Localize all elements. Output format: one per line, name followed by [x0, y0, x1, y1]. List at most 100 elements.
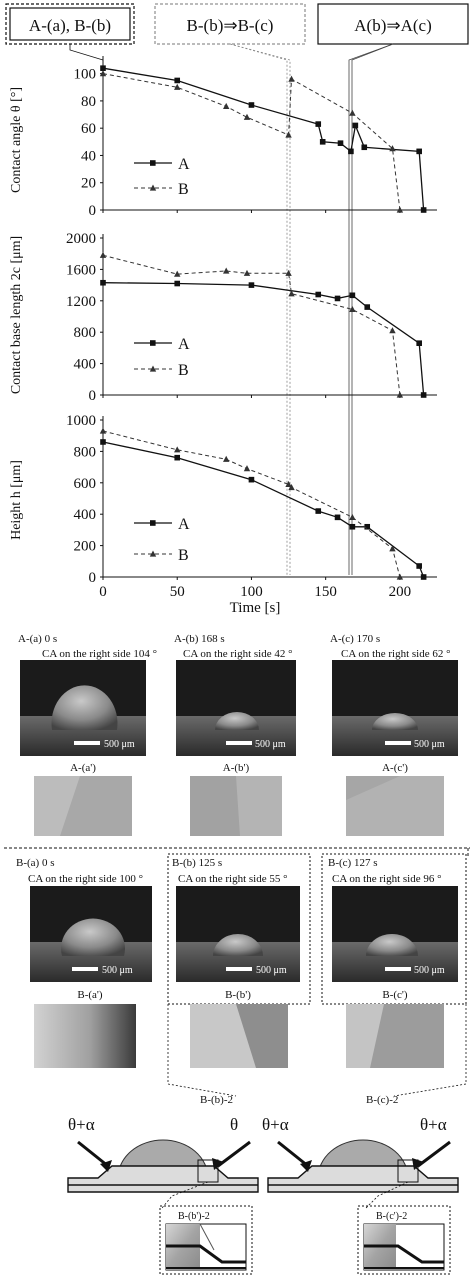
legend-label-B: B: [178, 181, 189, 198]
data-point-A: [315, 291, 322, 298]
x-tick-label: 0: [99, 584, 107, 600]
legend-label-B: B: [178, 362, 189, 379]
data-point-B: [285, 480, 292, 487]
scale-bar-label: 500 μm: [104, 739, 135, 750]
series-line-A: [102, 441, 425, 578]
y-tick-label: 0: [89, 203, 97, 219]
photo-b-a: B-(a) 0 s CA on the right side 100 ° 500…: [16, 857, 152, 1068]
photo-sub-label: A-(b'): [223, 762, 250, 774]
data-point-A: [100, 279, 106, 286]
x-tick-label: 150: [314, 584, 337, 600]
legend-marker-A: [150, 340, 156, 346]
photo-a-b: A-(b) 168 s CA on the right side 42 ° 50…: [174, 633, 296, 836]
y-tick-label: 60: [81, 121, 96, 137]
legend-label-A: A: [178, 156, 190, 173]
data-point-A: [361, 144, 368, 151]
y-tick-label: 80: [81, 94, 96, 110]
data-point-B: [389, 545, 396, 552]
data-point-B: [396, 391, 404, 398]
data-point-A: [174, 454, 181, 461]
data-point-B: [243, 269, 251, 276]
photo-label: A-(b) 168 s: [174, 633, 225, 645]
legend-marker-B: [149, 550, 157, 557]
schematic-title: B-(c)-2: [366, 1094, 398, 1106]
legend-marker-A: [150, 520, 156, 526]
y-tick-label: 1000: [66, 413, 96, 429]
data-point-B: [99, 70, 107, 77]
data-point-A: [352, 122, 359, 129]
legend-label-A: A: [178, 336, 190, 353]
height-chart: 0 200 400 600 800 1000 0 50 100 150 200 AB: [66, 413, 437, 600]
data-point-A: [337, 140, 344, 146]
inset-label: B-(b')-2: [178, 1211, 210, 1222]
data-point-A: [248, 282, 255, 288]
photo-label: A-(c) 170 s: [330, 633, 380, 645]
data-point-A: [349, 292, 356, 299]
series-line-B: [102, 73, 401, 211]
schematic-right-angle: θ+α: [420, 1115, 447, 1134]
data-point-B: [285, 269, 292, 276]
data-point-B: [285, 131, 292, 138]
data-point-B: [349, 305, 356, 313]
y-tick-label: 100: [74, 67, 97, 83]
schematic-left-angle: θ+α: [262, 1115, 289, 1134]
photo-label: B-(a) 0 s: [16, 857, 55, 869]
scale-bar-label: 500 μm: [414, 739, 445, 750]
data-point-B: [174, 270, 181, 277]
contact-angle-chart: 0 20 40 60 80 100 AB: [74, 56, 437, 219]
data-point-B: [396, 573, 404, 580]
photo-sub-label: A-(c'): [382, 762, 408, 774]
data-point-A: [420, 207, 427, 213]
photo-ca: CA on the right side 62 °: [341, 648, 451, 660]
data-point-A: [420, 392, 427, 398]
photo-b-c: B-(c) 127 s CA on the right side 96 ° 50…: [328, 857, 458, 1068]
series-line-A: [102, 282, 425, 396]
data-point-B: [243, 465, 251, 472]
photo-label: B-(c) 127 s: [328, 857, 378, 869]
data-point-B: [223, 102, 230, 109]
photo-ca: CA on the right side 55 °: [178, 873, 288, 885]
y-tick-label: 400: [74, 357, 97, 373]
legend-marker-A: [150, 160, 156, 166]
data-point-A: [416, 563, 422, 569]
xlabel-time: Time [s]: [230, 600, 281, 616]
data-point-A: [100, 439, 106, 445]
photo-ca: CA on the right side 104 °: [42, 648, 157, 660]
header-box-1: A-(a), B-(b): [29, 16, 111, 35]
data-point-A: [248, 476, 255, 483]
ylabel-contact-angle: Contact angle θ [°]: [9, 87, 24, 193]
data-point-A: [334, 514, 341, 521]
data-point-B: [349, 513, 356, 520]
scale-bar-label: 500 μm: [255, 739, 286, 750]
data-point-A: [416, 148, 422, 155]
photo-b-b: B-(b) 125 s CA on the right side 55 ° 50…: [172, 857, 300, 1068]
data-point-A: [364, 304, 371, 310]
y-tick-label: 0: [89, 388, 97, 404]
data-point-A: [349, 523, 356, 530]
photo-row-b: B-(a) 0 s CA on the right side 100 ° 500…: [16, 853, 467, 1097]
scale-bar-label: 500 μm: [414, 965, 445, 976]
data-point-B: [288, 75, 295, 82]
schematic-right-angle: θ: [230, 1115, 238, 1134]
photo-row-a: A-(a) 0 s CA on the right side 104 ° 500…: [18, 633, 458, 836]
schematic-title: B-(b)-2: [200, 1094, 233, 1106]
photo-label: B-(b) 125 s: [172, 857, 222, 869]
data-point-A: [174, 280, 181, 287]
data-point-A: [420, 574, 427, 580]
data-point-B: [223, 267, 230, 274]
photo-sub-label: A-(a'): [70, 762, 96, 774]
data-point-B: [223, 455, 230, 462]
data-point-B: [396, 206, 404, 213]
data-point-A: [364, 523, 371, 530]
photo-ca: CA on the right side 42 °: [183, 648, 293, 660]
y-tick-label: 2000: [66, 231, 96, 247]
data-point-A: [416, 340, 422, 346]
scale-bar-label: 500 μm: [256, 965, 287, 976]
photo-ca: CA on the right side 100 °: [28, 873, 143, 885]
ylabel-height: Height h [μm]: [9, 460, 24, 540]
y-tick-label: 1600: [66, 262, 96, 278]
y-tick-label: 20: [81, 176, 96, 192]
photo-ca: CA on the right side 96 °: [332, 873, 442, 885]
y-tick-label: 800: [74, 444, 97, 460]
